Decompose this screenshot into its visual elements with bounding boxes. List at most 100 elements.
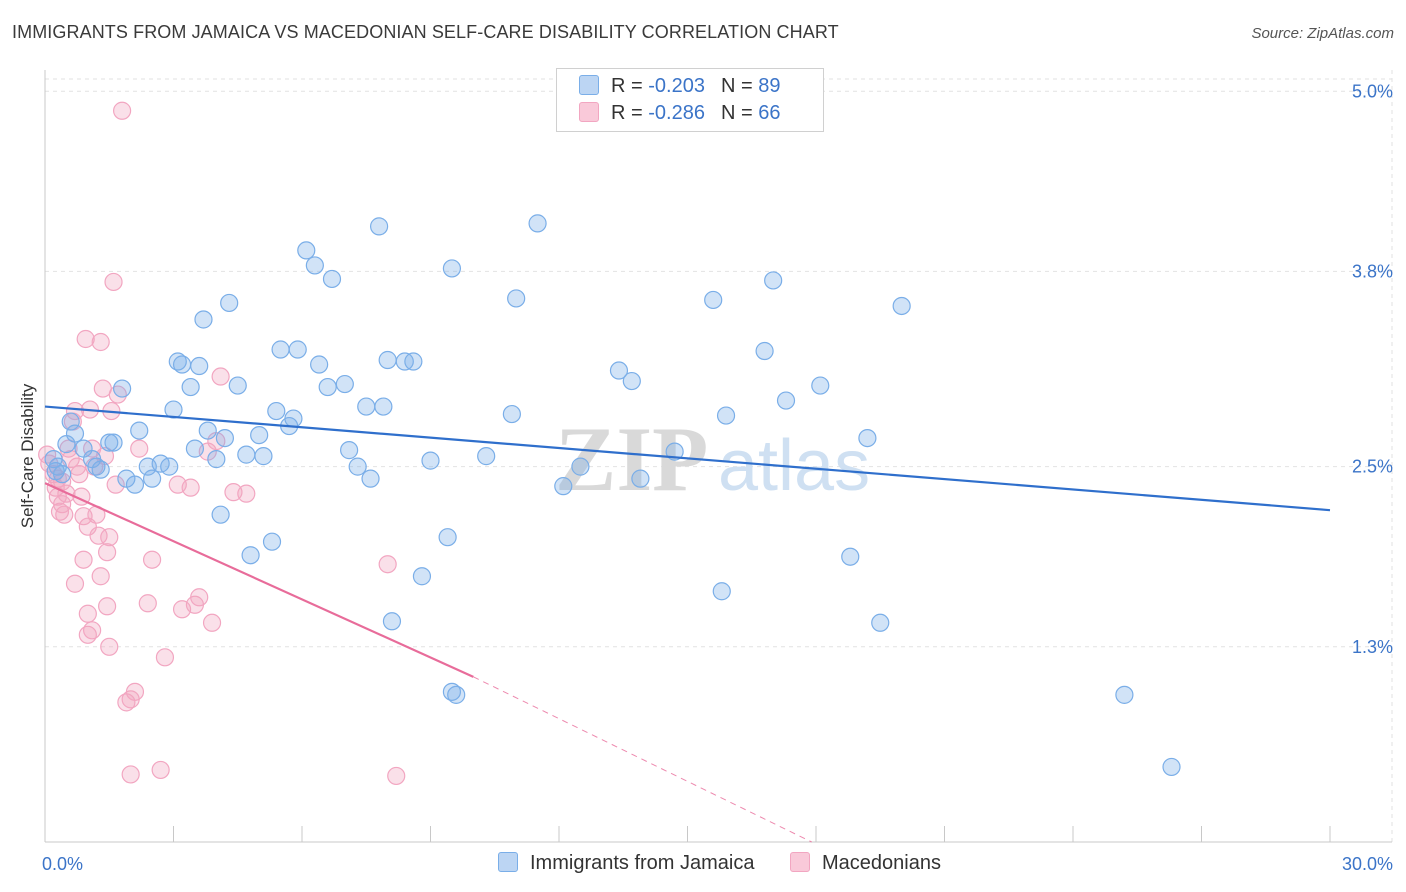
- jamaica-point: [305, 256, 324, 275]
- macedonians-point: [65, 574, 85, 593]
- x-tick-label: 30.0%: [1342, 854, 1393, 874]
- jamaica-point: [554, 477, 573, 496]
- jamaica-point: [262, 532, 282, 551]
- macedonians-point: [74, 550, 93, 569]
- macedonians-point: [100, 637, 119, 656]
- macedonians-points: [38, 101, 406, 786]
- macedonians-point: [142, 550, 162, 569]
- y-tick-label: 3.8%: [1352, 261, 1393, 281]
- jamaica-trend-line: [44, 405, 1331, 512]
- jamaica-point: [310, 355, 329, 374]
- jamaica-point: [892, 296, 911, 316]
- jamaica-point: [318, 377, 337, 397]
- jamaica-point: [507, 289, 526, 308]
- jamaica-point: [447, 685, 466, 704]
- jamaica-point: [194, 310, 213, 329]
- jamaica-point: [716, 406, 736, 425]
- y-tick-label: 2.5%: [1352, 457, 1393, 477]
- source-note: Source: ZipAtlas.com: [1251, 25, 1394, 42]
- jamaica-point: [571, 457, 590, 476]
- jamaica-point: [438, 528, 457, 547]
- jamaica-point: [172, 355, 192, 374]
- stats-legend: R = -0.203 N = 89 R = -0.286 N = 66: [556, 68, 824, 132]
- jamaica-point: [267, 401, 286, 421]
- jamaica-point: [284, 409, 303, 428]
- macedonians-point: [83, 621, 102, 640]
- macedonians-point: [125, 682, 145, 701]
- macedonians-point: [91, 332, 110, 352]
- r-value: -0.286: [648, 102, 705, 124]
- macedonians-swatch: [579, 102, 599, 122]
- macedonians-point: [91, 567, 110, 586]
- jamaica-point: [215, 428, 234, 448]
- tick-labels: 5.0% 3.8% 2.5% 1.3% 0.0% 30.0%: [42, 81, 1393, 874]
- macedonians-point: [78, 604, 97, 623]
- jamaica-point: [871, 613, 890, 632]
- jamaica-point: [378, 350, 397, 370]
- jamaica-point: [104, 433, 123, 452]
- macedonians-point: [190, 588, 209, 607]
- jamaica-point: [254, 447, 273, 466]
- jamaica-point: [858, 428, 877, 448]
- jamaica-point: [412, 567, 432, 586]
- r-label: R =: [611, 75, 649, 97]
- macedonians-point: [121, 765, 140, 784]
- jamaica-point: [142, 469, 162, 488]
- legend-label-macedonians: Macedonians: [822, 852, 941, 874]
- jamaica-point: [1115, 685, 1134, 704]
- macedonians-point: [237, 484, 256, 503]
- jamaica-legend-swatch: [498, 852, 518, 872]
- y-axis-label: Self-Care Disability: [18, 383, 37, 528]
- jamaica-point: [442, 259, 462, 278]
- chart-title: IMMIGRANTS FROM JAMAICA VS MACEDONIAN SE…: [12, 22, 839, 42]
- jamaica-point: [665, 442, 684, 461]
- jamaica-point: [228, 376, 247, 395]
- jamaica-points: [44, 214, 1181, 777]
- jamaica-point: [91, 460, 110, 479]
- stats-legend-row-macedonians: R = -0.286 N = 66: [579, 102, 780, 125]
- jamaica-point: [1162, 757, 1181, 777]
- legend-item-jamaica[interactable]: Immigrants from Jamaica: [498, 852, 755, 875]
- macedonians-point: [65, 401, 85, 421]
- jamaica-point: [65, 424, 85, 443]
- jamaica-point: [297, 241, 316, 260]
- jamaica-point: [112, 379, 132, 398]
- jamaica-point: [528, 214, 547, 233]
- jamaica-point: [712, 582, 731, 601]
- macedonians-trend-line: [44, 482, 474, 678]
- macedonians-point: [106, 475, 125, 494]
- x-tick-label: 0.0%: [42, 854, 83, 874]
- jamaica-point: [250, 425, 269, 445]
- macedonians-point: [70, 465, 89, 484]
- jamaica-swatch: [579, 75, 599, 95]
- legend-item-macedonians[interactable]: Macedonians: [790, 852, 941, 875]
- stats-legend-row-jamaica: R = -0.203 N = 89: [579, 75, 780, 98]
- jamaica-point: [288, 340, 307, 359]
- legend-label-jamaica: Immigrants from Jamaica: [530, 852, 755, 874]
- jamaica-point: [609, 361, 629, 380]
- jamaica-point: [704, 290, 723, 310]
- jamaica-point: [130, 421, 149, 440]
- jamaica-point: [382, 612, 402, 631]
- macedonians-point: [112, 101, 132, 120]
- jamaica-point: [207, 450, 226, 469]
- jamaica-point: [404, 352, 423, 371]
- jamaica-point: [190, 356, 209, 376]
- macedonians-point: [151, 760, 170, 780]
- n-label: N =: [720, 102, 759, 124]
- macedonians-point: [100, 528, 119, 547]
- macedonians-point: [138, 594, 157, 613]
- jamaica-point: [271, 340, 290, 359]
- jamaica-point: [100, 433, 119, 452]
- jamaica-point: [241, 546, 260, 565]
- y-tick-label: 1.3%: [1352, 637, 1393, 657]
- n-label: N =: [720, 75, 759, 97]
- macedonians-point: [387, 766, 406, 786]
- jamaica-point: [220, 293, 239, 313]
- jamaica-point: [755, 341, 774, 361]
- jamaica-point: [185, 439, 205, 458]
- macedonians-point: [155, 648, 175, 667]
- macedonians-point: [202, 613, 222, 632]
- jamaica-point: [61, 412, 80, 431]
- jamaica-point: [164, 400, 183, 419]
